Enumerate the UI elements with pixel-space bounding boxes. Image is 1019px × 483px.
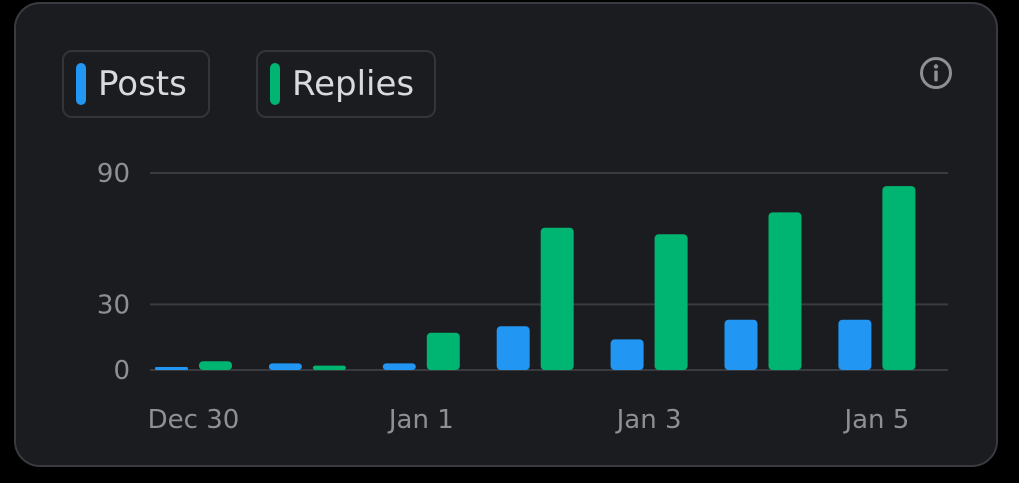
posts-swatch xyxy=(76,63,86,105)
x-tick-label: Dec 30 xyxy=(148,405,240,435)
x-axis-ticks: Dec 30 Jan 1 Jan 3 Jan 5 xyxy=(148,405,910,435)
bar-posts-6[interactable] xyxy=(838,319,872,370)
bar-posts-1[interactable] xyxy=(268,363,302,370)
replies-swatch xyxy=(270,63,280,105)
legend-label-posts: Posts xyxy=(98,64,187,104)
bars xyxy=(155,186,916,370)
x-tick-label: Jan 1 xyxy=(387,405,454,435)
bar-replies-3[interactable] xyxy=(540,227,574,370)
legend-label-replies: Replies xyxy=(292,64,415,104)
bar-replies-5[interactable] xyxy=(768,212,802,370)
x-tick-label: Jan 3 xyxy=(615,405,682,435)
bar-replies-1[interactable] xyxy=(312,365,346,370)
bar-replies-6[interactable] xyxy=(882,186,916,370)
bar-replies-0[interactable] xyxy=(199,361,232,370)
bar-replies-2[interactable] xyxy=(426,332,460,370)
legend-item-replies[interactable]: Replies xyxy=(256,50,436,118)
chart-card: Posts Replies xyxy=(14,2,998,467)
info-icon[interactable] xyxy=(919,56,953,90)
bar-posts-3[interactable] xyxy=(496,326,530,370)
bar-posts-2[interactable] xyxy=(382,363,416,370)
bar-replies-4[interactable] xyxy=(654,234,688,370)
y-axis-ticks: 0 30 90 xyxy=(97,159,130,386)
bar-posts-4[interactable] xyxy=(610,339,644,370)
bar-posts-5[interactable] xyxy=(724,319,758,370)
legend-item-posts[interactable]: Posts xyxy=(62,50,210,118)
y-tick-label: 0 xyxy=(113,356,130,386)
bar-posts-0[interactable] xyxy=(155,367,188,370)
y-tick-label: 30 xyxy=(97,290,130,320)
x-tick-label: Jan 5 xyxy=(842,405,909,435)
y-tick-label: 90 xyxy=(97,159,130,189)
